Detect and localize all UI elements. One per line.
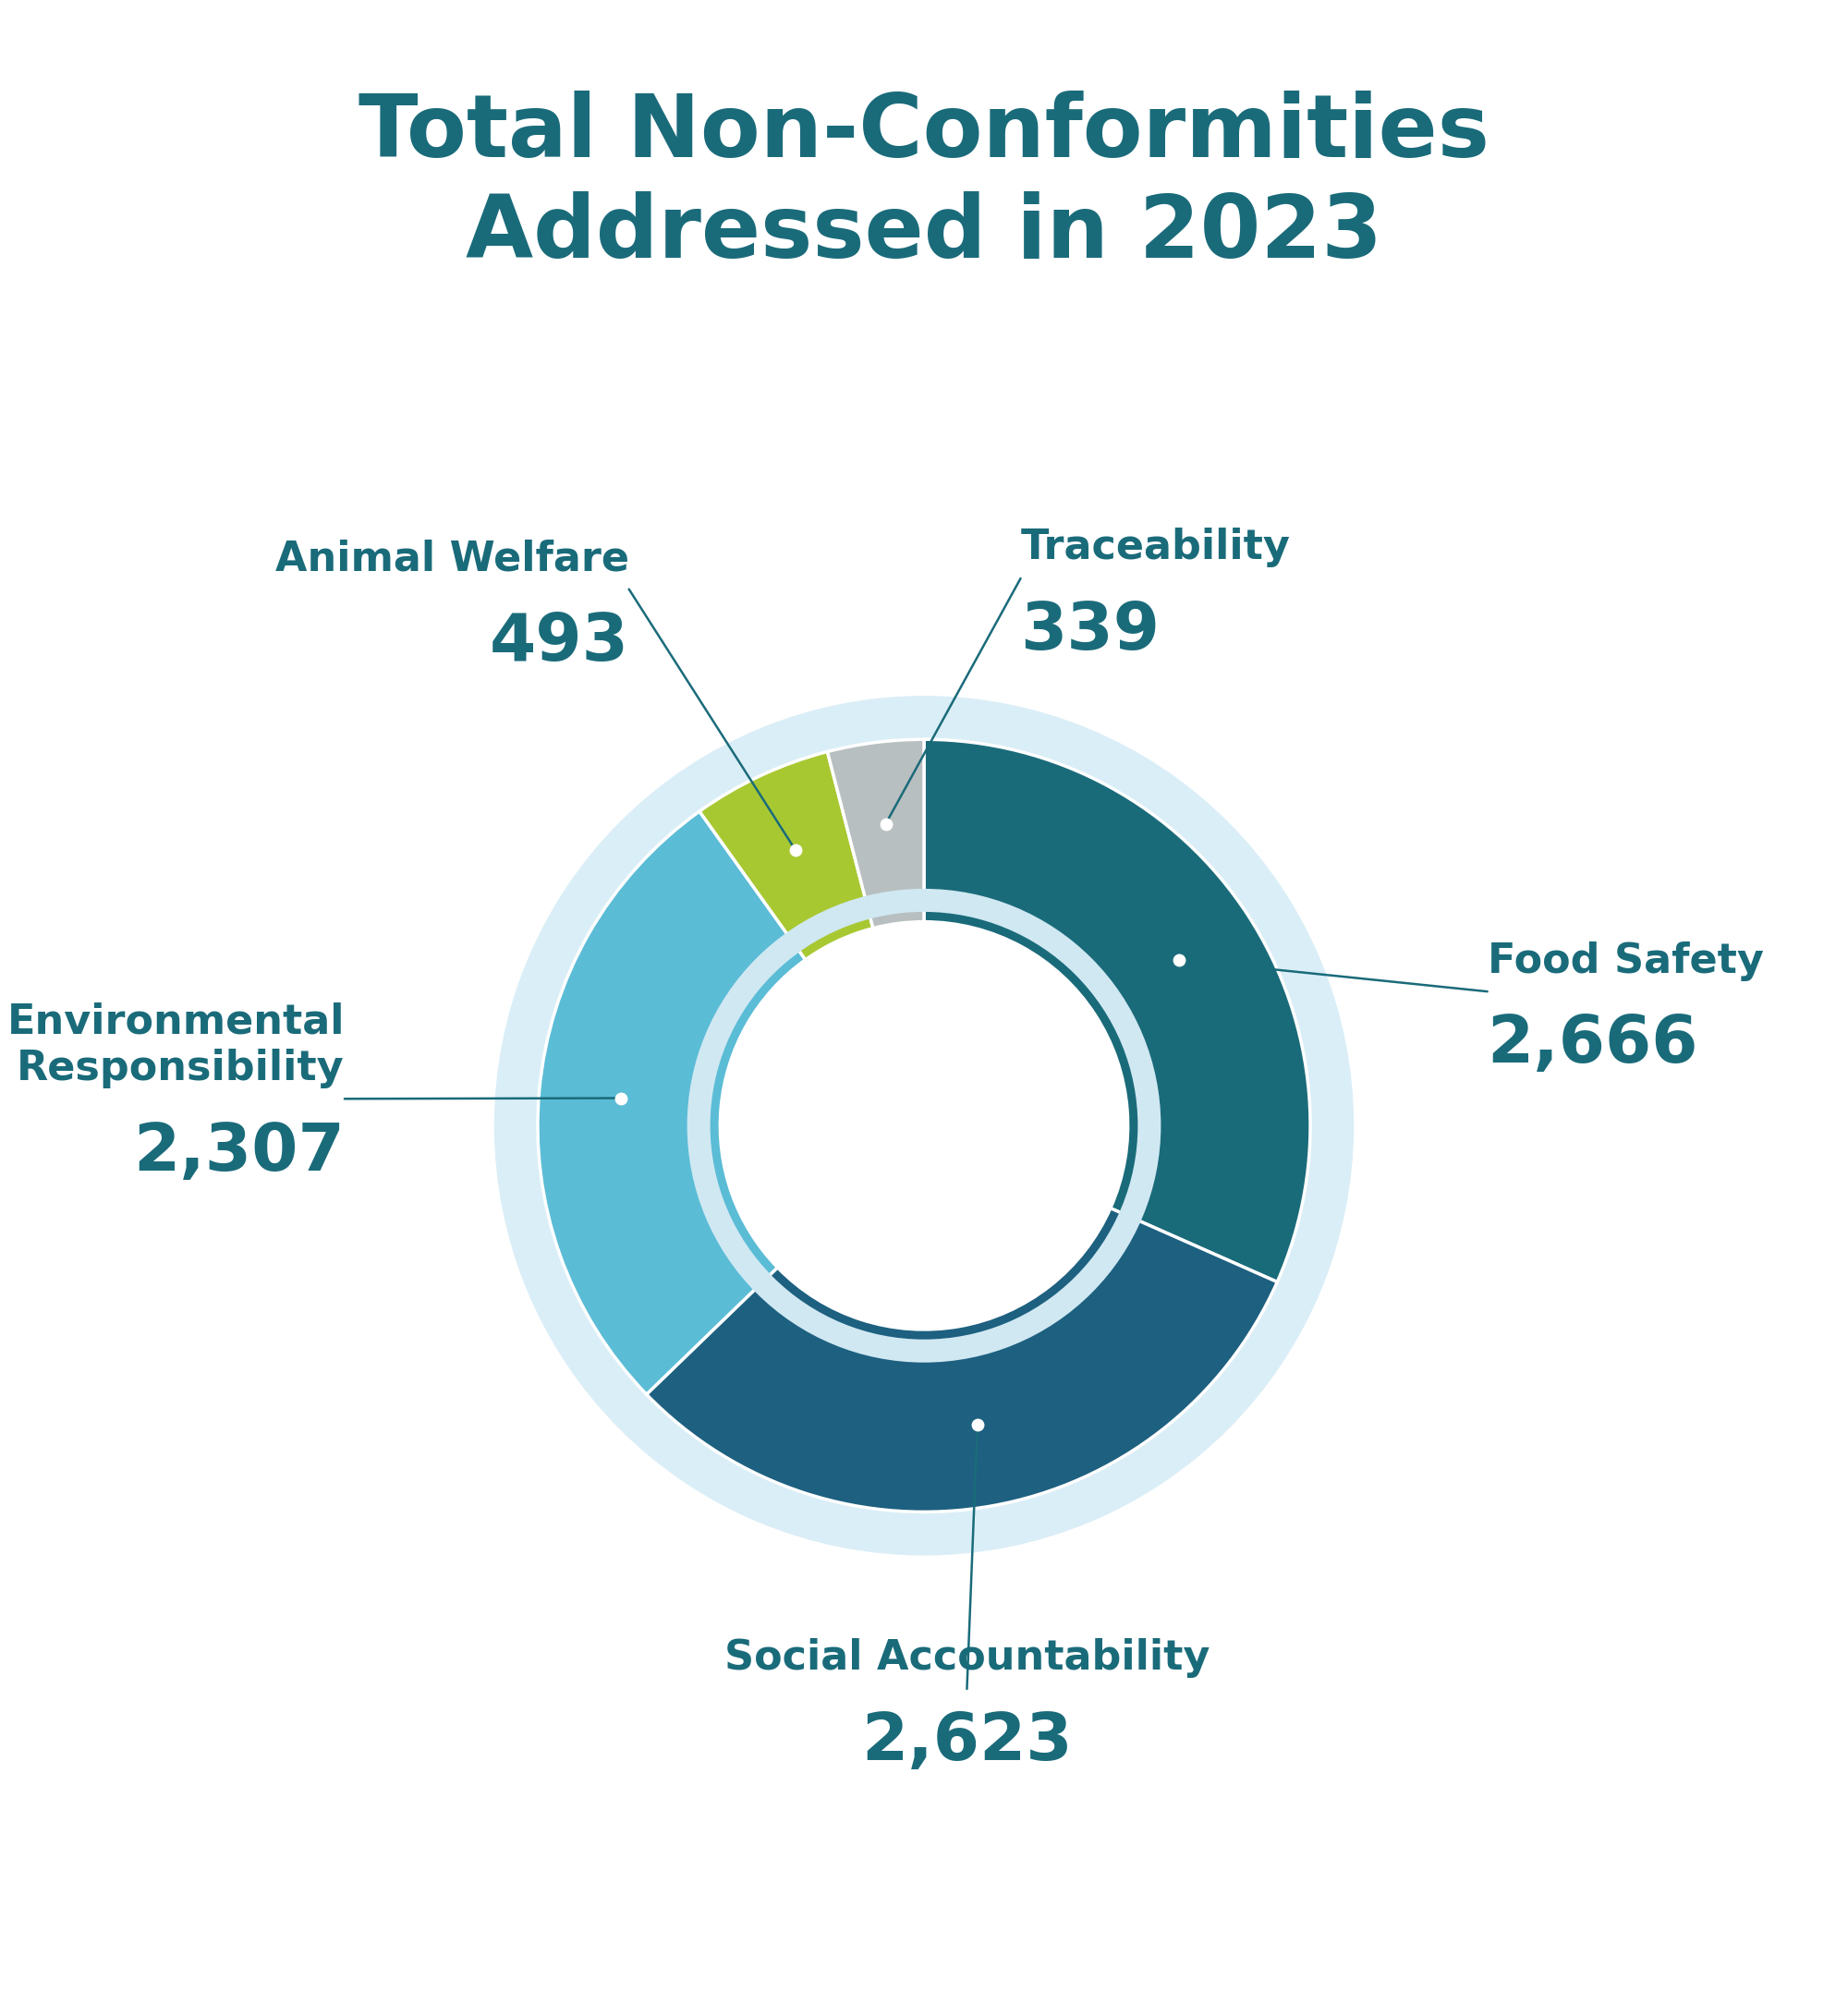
Point: [606, 1083, 636, 1115]
Text: 2,307: 2,307: [133, 1121, 344, 1183]
Wedge shape: [924, 740, 1310, 1282]
Point: [1164, 943, 1194, 976]
Text: Food Safety: Food Safety: [1488, 941, 1763, 980]
Text: Environmental
Responsibility: Environmental Responsibility: [7, 1002, 344, 1089]
Text: 2,666: 2,666: [1488, 1012, 1698, 1077]
Wedge shape: [538, 810, 806, 1395]
Point: [870, 808, 900, 841]
Text: Total Non-Conformities: Total Non-Conformities: [359, 91, 1489, 175]
Circle shape: [721, 921, 1127, 1329]
Wedge shape: [647, 1208, 1277, 1512]
Circle shape: [495, 696, 1353, 1554]
Text: Addressed in 2023: Addressed in 2023: [466, 192, 1382, 276]
Text: Traceability: Traceability: [1020, 528, 1290, 569]
Point: [963, 1409, 992, 1441]
Text: Animal Welfare: Animal Welfare: [275, 538, 628, 579]
Text: 339: 339: [1020, 601, 1161, 663]
Point: [780, 835, 809, 867]
Text: Social Accountability: Social Accountability: [724, 1639, 1210, 1677]
Text: 493: 493: [490, 611, 628, 675]
Wedge shape: [828, 740, 924, 927]
Wedge shape: [699, 752, 872, 960]
Text: 2,623: 2,623: [861, 1710, 1072, 1774]
